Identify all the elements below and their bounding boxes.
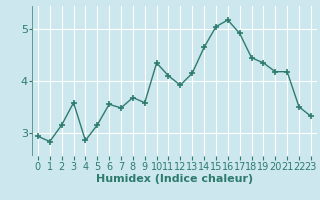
- X-axis label: Humidex (Indice chaleur): Humidex (Indice chaleur): [96, 174, 253, 184]
